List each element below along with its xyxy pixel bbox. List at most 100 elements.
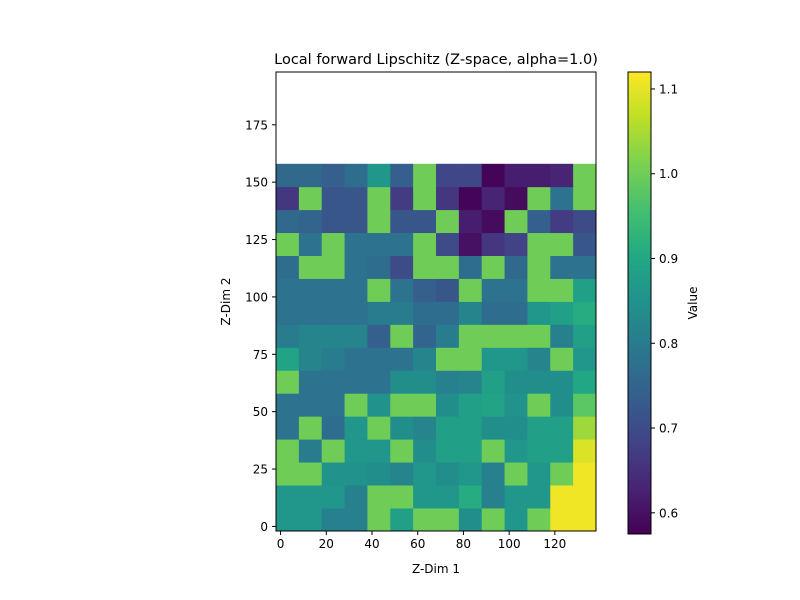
heatmap-cell [413, 324, 437, 348]
heatmap-cell [481, 462, 505, 486]
x-axis: 0 20 40 60 80 100 120 [277, 531, 566, 551]
heatmap-cell [321, 370, 345, 394]
heatmap-cell [504, 278, 528, 302]
heatmap-cell [413, 393, 437, 417]
heatmap-cell [298, 186, 323, 211]
heatmap-cell [527, 163, 551, 188]
heatmap-cell [481, 255, 505, 279]
heatmap-cells [276, 163, 597, 532]
heatmap-cell [481, 301, 505, 325]
heatmap-cell [481, 347, 505, 371]
heatmap-cell [321, 186, 345, 211]
heatmap-cell [276, 324, 300, 348]
x-axis-label: Z-Dim 1 [412, 562, 460, 576]
heatmap-cell [390, 324, 414, 348]
heatmap-cell [413, 462, 437, 486]
heatmap-cell [367, 508, 391, 532]
heatmap-cell [550, 278, 574, 302]
heatmap-cell [321, 462, 345, 486]
x-tick-label: 80 [456, 537, 471, 551]
colorbar-tick-label: 0.7 [659, 422, 678, 436]
heatmap-cell [573, 416, 597, 440]
heatmap-cell [550, 508, 574, 532]
y-tick-label: 150 [245, 176, 268, 190]
y-axis: 0 25 50 75 100 125 150 175 [245, 118, 276, 534]
heatmap-cell [504, 508, 528, 532]
heatmap-cell [321, 301, 345, 325]
heatmap-cell [276, 416, 300, 440]
heatmap-cell [298, 324, 323, 348]
heatmap-cell [298, 209, 323, 234]
heatmap-cell [504, 255, 528, 279]
heatmap-cell [573, 393, 597, 417]
heatmap-cell [573, 186, 597, 211]
heatmap-cell [481, 485, 505, 509]
heatmap-cell [527, 508, 551, 532]
heatmap-cell [573, 278, 597, 302]
heatmap-cell [458, 416, 483, 440]
heatmap-cell [573, 163, 597, 188]
heatmap-cell [298, 278, 323, 302]
heatmap-cell [321, 508, 345, 532]
heatmap-cell [436, 485, 460, 509]
heatmap-cell [367, 255, 391, 279]
heatmap-cell [458, 209, 483, 234]
heatmap-cell [390, 485, 414, 509]
heatmap-cell [321, 485, 345, 509]
heatmap-cell [504, 186, 528, 211]
heatmap-cell [481, 163, 505, 188]
heatmap-cell [573, 232, 597, 256]
y-tick-label: 50 [253, 405, 268, 419]
heatmap-cell [550, 186, 574, 211]
heatmap-cell [367, 462, 391, 486]
heatmap-cell [298, 163, 323, 188]
heatmap-cell [298, 232, 323, 256]
x-tick-label: 60 [410, 537, 425, 551]
heatmap-cell [276, 393, 300, 417]
heatmap-cell [436, 416, 460, 440]
heatmap-cell [527, 232, 551, 256]
x-tick-label: 40 [364, 537, 379, 551]
heatmap-cell [413, 278, 437, 302]
heatmap-cell [344, 393, 368, 417]
heatmap-cell [367, 485, 391, 509]
heatmap-cell [367, 370, 391, 394]
heatmap-cell [527, 370, 551, 394]
heatmap-cell [527, 301, 551, 325]
heatmap-cell [344, 209, 368, 234]
heatmap-cell [321, 232, 345, 256]
heatmap-cell [344, 462, 368, 486]
y-axis-label: Z-Dim 2 [219, 277, 233, 325]
heatmap-cell [458, 370, 483, 394]
heatmap-cell [390, 416, 414, 440]
heatmap-cell [413, 186, 437, 211]
heatmap-cell [390, 439, 414, 463]
heatmap-cell [573, 508, 597, 532]
heatmap-cell [321, 347, 345, 371]
heatmap-cell [504, 439, 528, 463]
heatmap-cell [344, 186, 368, 211]
heatmap-cell [367, 163, 391, 188]
heatmap-cell [413, 163, 437, 188]
heatmap-cell [527, 324, 551, 348]
heatmap-cell [504, 416, 528, 440]
heatmap-cell [321, 209, 345, 234]
heatmap-cell [458, 301, 483, 325]
heatmap-cell [390, 255, 414, 279]
heatmap-cell [321, 324, 345, 348]
heatmap-cell [276, 485, 300, 509]
heatmap-cell [573, 301, 597, 325]
heatmap-cell [276, 462, 300, 486]
heatmap-cell [573, 324, 597, 348]
heatmap-cell [276, 508, 300, 532]
colorbar-tick-label: 1.0 [659, 167, 678, 181]
heatmap-cell [436, 508, 460, 532]
heatmap-cell [527, 462, 551, 486]
heatmap-cell [458, 232, 483, 256]
heatmap-cell [367, 278, 391, 302]
heatmap-cell [550, 416, 574, 440]
heatmap-cell [550, 370, 574, 394]
heatmap-cell [458, 324, 483, 348]
heatmap-cell [413, 485, 437, 509]
heatmap-cell [504, 347, 528, 371]
